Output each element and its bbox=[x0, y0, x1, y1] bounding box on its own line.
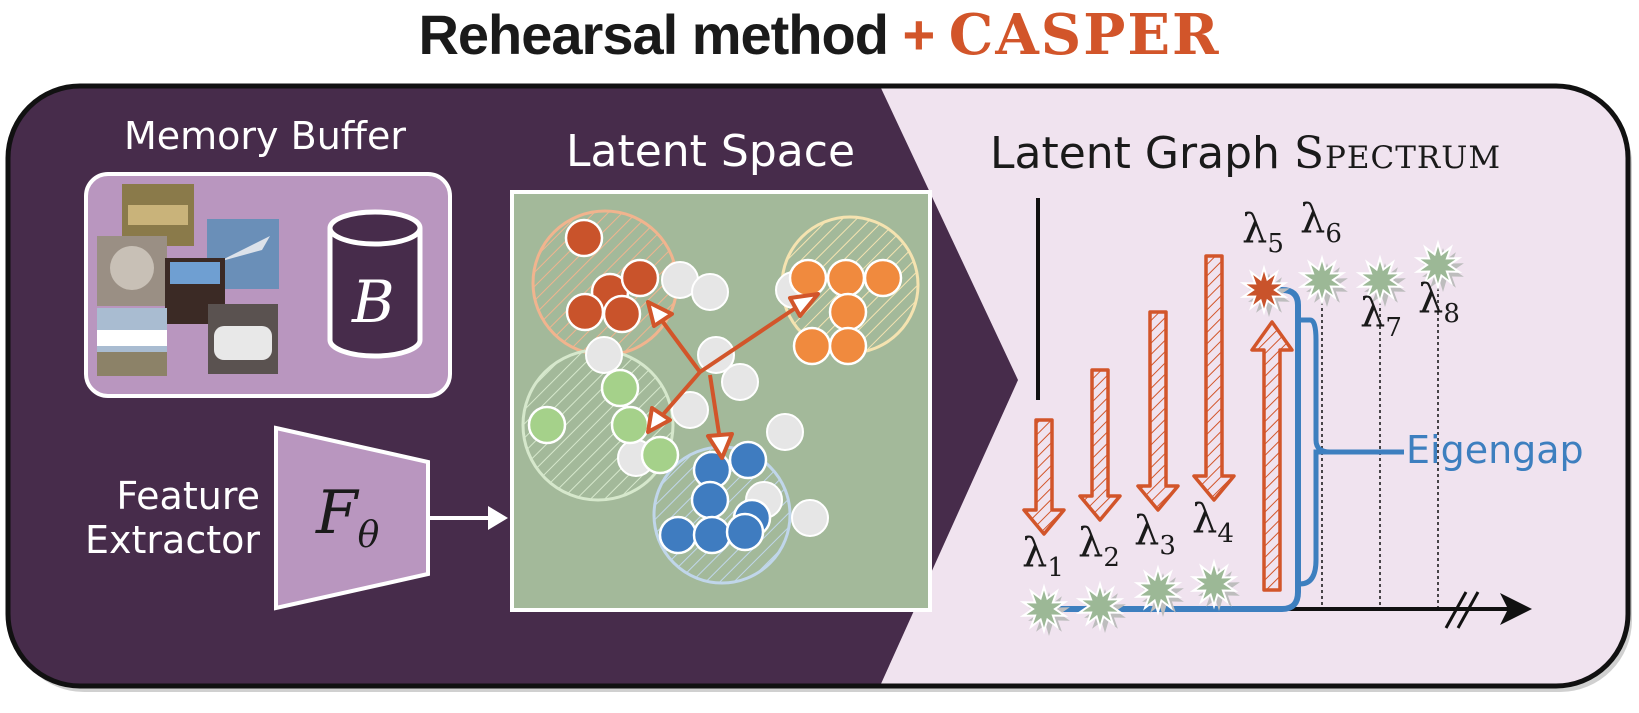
lambda-index: 7 bbox=[1385, 313, 1402, 343]
lambda-symbol: λ bbox=[1022, 530, 1048, 576]
lambda-index: 5 bbox=[1267, 229, 1284, 259]
extractor-symbol-letter: F bbox=[316, 478, 358, 548]
lambda-symbol: λ bbox=[1418, 276, 1444, 322]
eigengap-curve bbox=[1054, 287, 1301, 612]
eigenvalue-star-7 bbox=[1355, 254, 1405, 306]
figure-title: Rehearsal method + CASPER bbox=[0, 2, 1639, 68]
eigenvalue-up-arrow bbox=[1250, 320, 1294, 592]
spectrum-label: Latent Graph Spectrum bbox=[990, 128, 1501, 179]
arrow-right-icon bbox=[1500, 593, 1532, 625]
eigenvalue-star-3 bbox=[1133, 564, 1183, 616]
extractor-symbol-subscript: θ bbox=[357, 515, 380, 556]
feature-extractor-label-line1: Feature bbox=[116, 474, 260, 518]
axis-break-icon bbox=[1444, 591, 1468, 629]
memory-buffer-label: Memory Buffer bbox=[124, 114, 406, 158]
lambda-index: 6 bbox=[1325, 219, 1342, 249]
buffer-symbol: B bbox=[352, 268, 395, 336]
lambda-index: 8 bbox=[1443, 299, 1460, 329]
lambda-symbol: λ bbox=[1134, 508, 1160, 554]
memory-buffer-box bbox=[84, 172, 452, 398]
lambda-label-1: λ1 bbox=[1022, 530, 1064, 583]
buffer-cylinder bbox=[327, 209, 423, 359]
lambda-label-8: λ8 bbox=[1418, 276, 1460, 329]
lambda-index: 3 bbox=[1159, 531, 1176, 561]
lambda-label-3: λ3 bbox=[1134, 508, 1176, 561]
cluster-points-orange-red bbox=[564, 218, 660, 334]
cluster-points-orange bbox=[788, 258, 903, 366]
eigenvalue-down-arrows bbox=[1022, 254, 1236, 536]
lambda-index: 4 bbox=[1217, 519, 1234, 549]
latent-space-label: Latent Space bbox=[566, 126, 856, 177]
lambda-symbol: λ bbox=[1192, 496, 1218, 542]
eigenvalue-star-5 bbox=[1239, 264, 1289, 316]
feature-extractor-label-line2: Extractor bbox=[85, 518, 260, 562]
eigenvalue-star-6 bbox=[1297, 254, 1347, 306]
lambda-label-6: λ6 bbox=[1300, 196, 1342, 249]
feature-extractor-label: Feature Extractor bbox=[80, 474, 260, 562]
lambda-label-2: λ2 bbox=[1078, 520, 1120, 573]
eigengap-label: Eigengap bbox=[1406, 428, 1584, 472]
lambda-label-5: λ5 bbox=[1242, 206, 1284, 259]
eigenvalue-star-2 bbox=[1075, 580, 1125, 632]
lambda-label-4: λ4 bbox=[1192, 496, 1234, 549]
lambda-symbol: λ bbox=[1360, 290, 1386, 336]
arrow-right-icon bbox=[488, 506, 508, 530]
lambda-index: 2 bbox=[1103, 543, 1120, 573]
spectrum-label-smallcaps: Spectrum bbox=[1293, 128, 1502, 179]
feature-extractor-block bbox=[274, 425, 508, 611]
title-prefix: Rehearsal method bbox=[418, 3, 888, 66]
lambda-label-7: λ7 bbox=[1360, 290, 1402, 343]
lambda-symbol: λ bbox=[1300, 196, 1326, 242]
eigenvalue-markers bbox=[1019, 239, 1464, 636]
eigenvalue-star-1 bbox=[1019, 583, 1069, 635]
eigenvalue-star-4 bbox=[1189, 558, 1239, 610]
eigenvalue-star-8 bbox=[1413, 239, 1463, 291]
title-brand: CASPER bbox=[948, 2, 1221, 68]
lambda-symbol: λ bbox=[1242, 206, 1268, 252]
lambda-symbol: λ bbox=[1078, 520, 1104, 566]
title-plus: + bbox=[902, 3, 936, 66]
repulsion-arrows bbox=[646, 292, 820, 460]
lambda-index: 1 bbox=[1047, 553, 1064, 583]
cluster-points-blue bbox=[658, 440, 772, 555]
spectrum-plot bbox=[1019, 198, 1532, 636]
feature-extractor-symbol: Fθ bbox=[316, 478, 379, 556]
latent-space-plot bbox=[510, 190, 932, 612]
spectrum-label-text: Latent Graph bbox=[990, 128, 1294, 179]
